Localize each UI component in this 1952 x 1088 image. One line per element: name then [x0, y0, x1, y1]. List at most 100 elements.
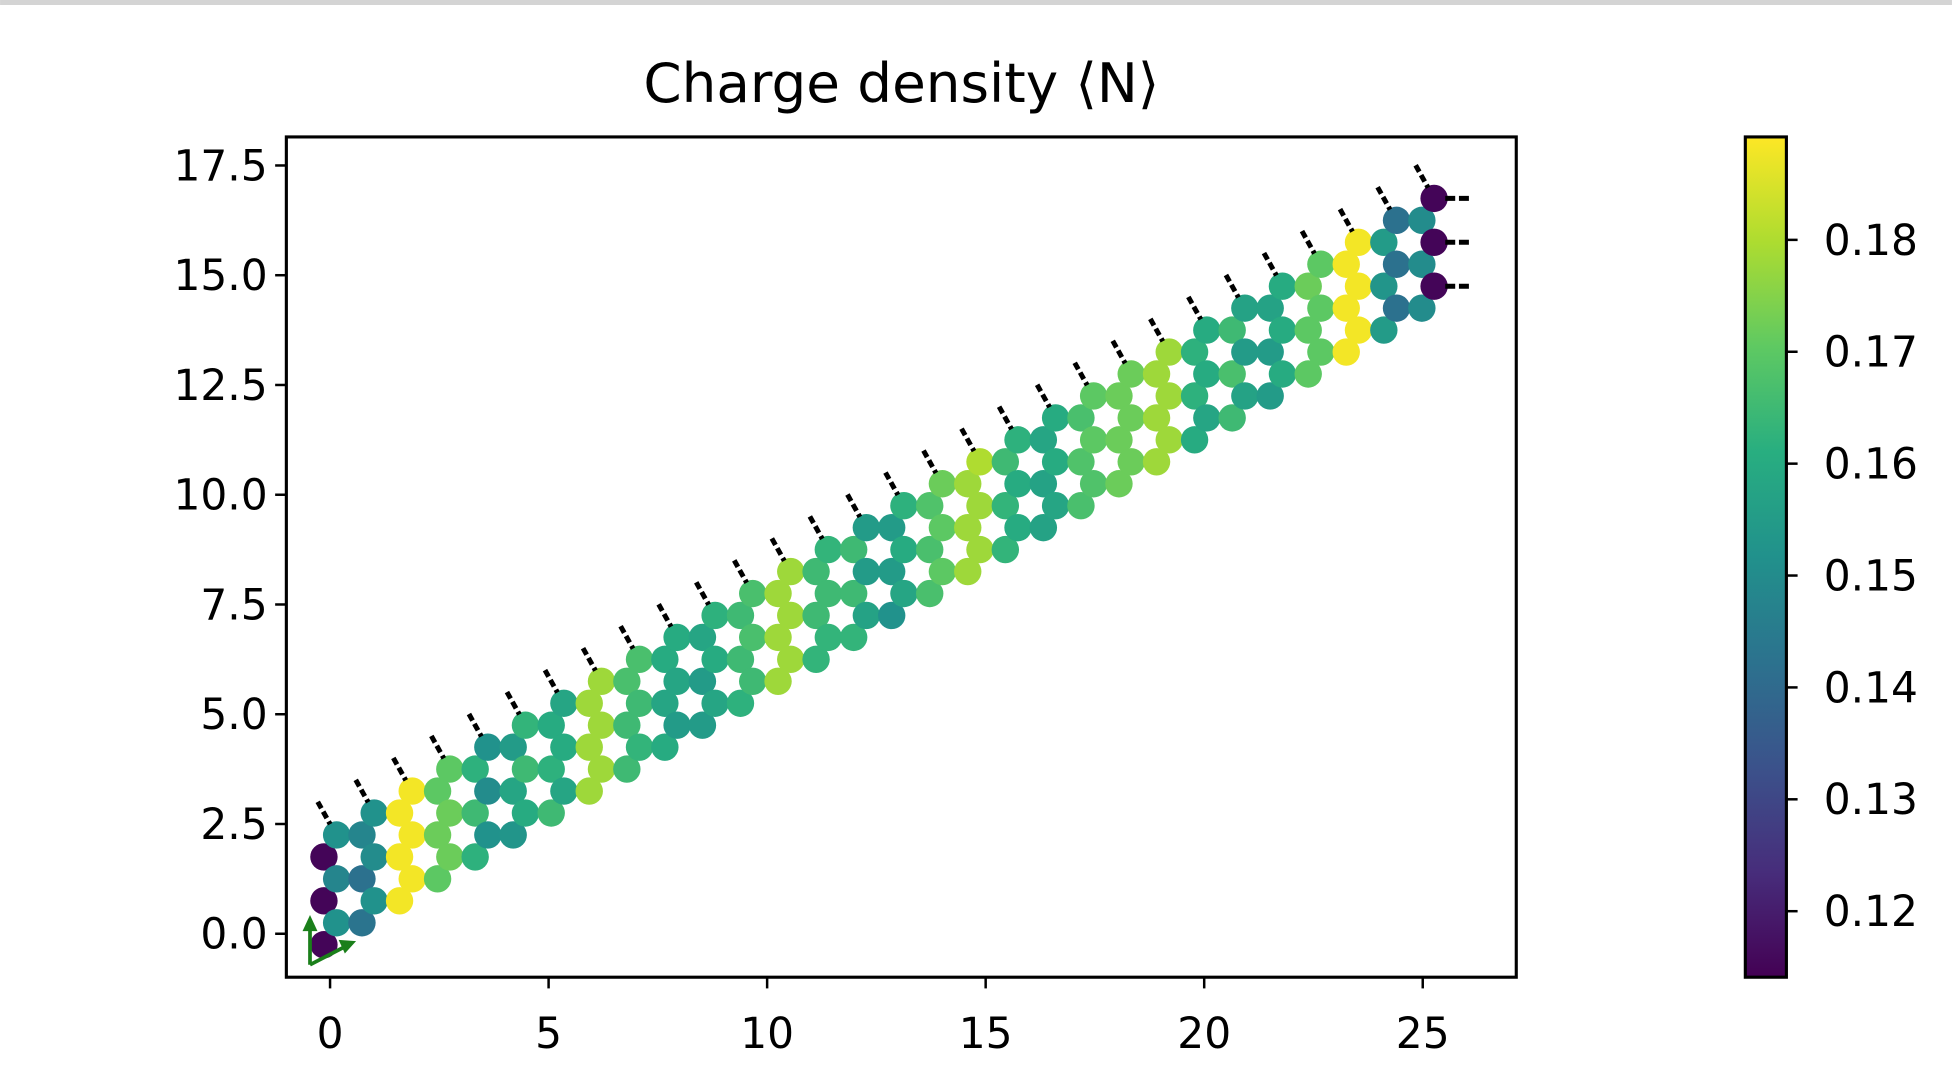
site-point	[1256, 338, 1284, 366]
site-point	[852, 513, 881, 542]
site-point	[537, 799, 565, 827]
x-tick-label: 10	[740, 1009, 794, 1058]
site-point	[1117, 448, 1145, 476]
site-point	[625, 733, 654, 761]
site-point	[436, 799, 464, 827]
site-point	[1029, 470, 1058, 498]
site-point	[1332, 294, 1360, 322]
site-point	[1067, 448, 1095, 476]
site-point	[890, 535, 918, 564]
site-point	[688, 711, 717, 739]
site-point	[1067, 404, 1095, 432]
site-point	[1155, 382, 1183, 410]
site-point	[1420, 272, 1448, 300]
site-point	[739, 667, 767, 696]
lead-mark	[656, 603, 674, 628]
site-point	[398, 821, 426, 849]
site-point	[461, 799, 489, 827]
site-point	[954, 470, 982, 498]
site-point	[1004, 513, 1032, 542]
x-tick-label: 20	[1177, 1009, 1231, 1058]
site-point	[1408, 206, 1436, 235]
site-point	[436, 843, 464, 871]
site-point	[398, 865, 426, 893]
x-tick-label: 0	[317, 1009, 344, 1058]
site-point	[839, 623, 868, 652]
site-point	[701, 601, 729, 630]
site-point	[1117, 404, 1145, 432]
site-point	[739, 623, 767, 652]
site-point	[928, 513, 957, 542]
site-point	[1408, 250, 1436, 278]
site-point	[1105, 426, 1133, 454]
site-point	[322, 821, 351, 849]
site-point	[587, 711, 616, 739]
site-point	[575, 689, 603, 717]
site-point	[651, 733, 679, 761]
site-point	[928, 557, 957, 586]
site-point	[1382, 250, 1411, 278]
site-point	[701, 645, 729, 674]
site-point	[423, 821, 452, 849]
site-point	[878, 513, 906, 542]
site-point	[802, 645, 830, 674]
lead-mark	[580, 646, 598, 672]
site-point	[1193, 404, 1221, 432]
site-point	[1155, 338, 1183, 366]
lead-mark	[996, 405, 1014, 431]
site-point	[1268, 316, 1297, 344]
site-point	[348, 865, 376, 893]
y-tick-label: 2.5	[200, 800, 267, 849]
lead-mark	[391, 756, 408, 782]
site-point	[461, 843, 489, 871]
site-point	[1142, 404, 1171, 432]
site-point	[991, 492, 1020, 520]
site-point	[726, 689, 755, 717]
site-point	[423, 865, 452, 893]
site-point	[348, 821, 376, 849]
site-point	[1105, 470, 1133, 498]
chart-title: Charge density ⟨N⟩	[643, 51, 1159, 115]
site-point	[1370, 316, 1398, 344]
lead-mark	[353, 778, 371, 804]
site-point	[1307, 338, 1335, 366]
site-point	[322, 865, 351, 893]
site-point	[814, 579, 843, 608]
site-point	[966, 535, 994, 564]
site-point	[1155, 426, 1183, 454]
y-tick-label: 5.0	[200, 690, 267, 739]
colorbar-tick-label: 0.17	[1824, 328, 1918, 377]
lead-mark	[1148, 317, 1165, 343]
site-point	[1004, 470, 1032, 498]
y-tick-label: 15.0	[173, 251, 267, 300]
lead-mark	[732, 559, 749, 584]
colorbar-tick-label: 0.12	[1824, 887, 1918, 936]
site-point	[537, 711, 565, 739]
site-point	[777, 557, 805, 586]
site-point	[1294, 316, 1322, 344]
site-point	[1307, 294, 1335, 322]
site-point	[1029, 513, 1058, 542]
site-point	[1180, 338, 1209, 366]
site-point	[587, 667, 616, 696]
lead-mark	[504, 690, 522, 716]
y-tick-label: 17.5	[173, 141, 267, 190]
y-tick-label: 0.0	[200, 910, 267, 959]
site-point	[1408, 294, 1436, 322]
site-point	[1294, 272, 1322, 300]
lead-mark	[959, 427, 977, 453]
site-point	[663, 667, 691, 696]
site-point	[890, 492, 918, 520]
site-point	[991, 448, 1020, 476]
site-point	[739, 579, 767, 608]
site-point	[1382, 206, 1411, 235]
site-point	[651, 645, 679, 674]
site-point	[625, 689, 654, 717]
lead-mark	[921, 449, 939, 475]
origin-arrows	[302, 914, 357, 967]
site-point	[322, 909, 351, 937]
colorbar-tick-label: 0.14	[1824, 663, 1918, 712]
site-point	[385, 799, 414, 827]
lead-mark	[429, 734, 446, 760]
